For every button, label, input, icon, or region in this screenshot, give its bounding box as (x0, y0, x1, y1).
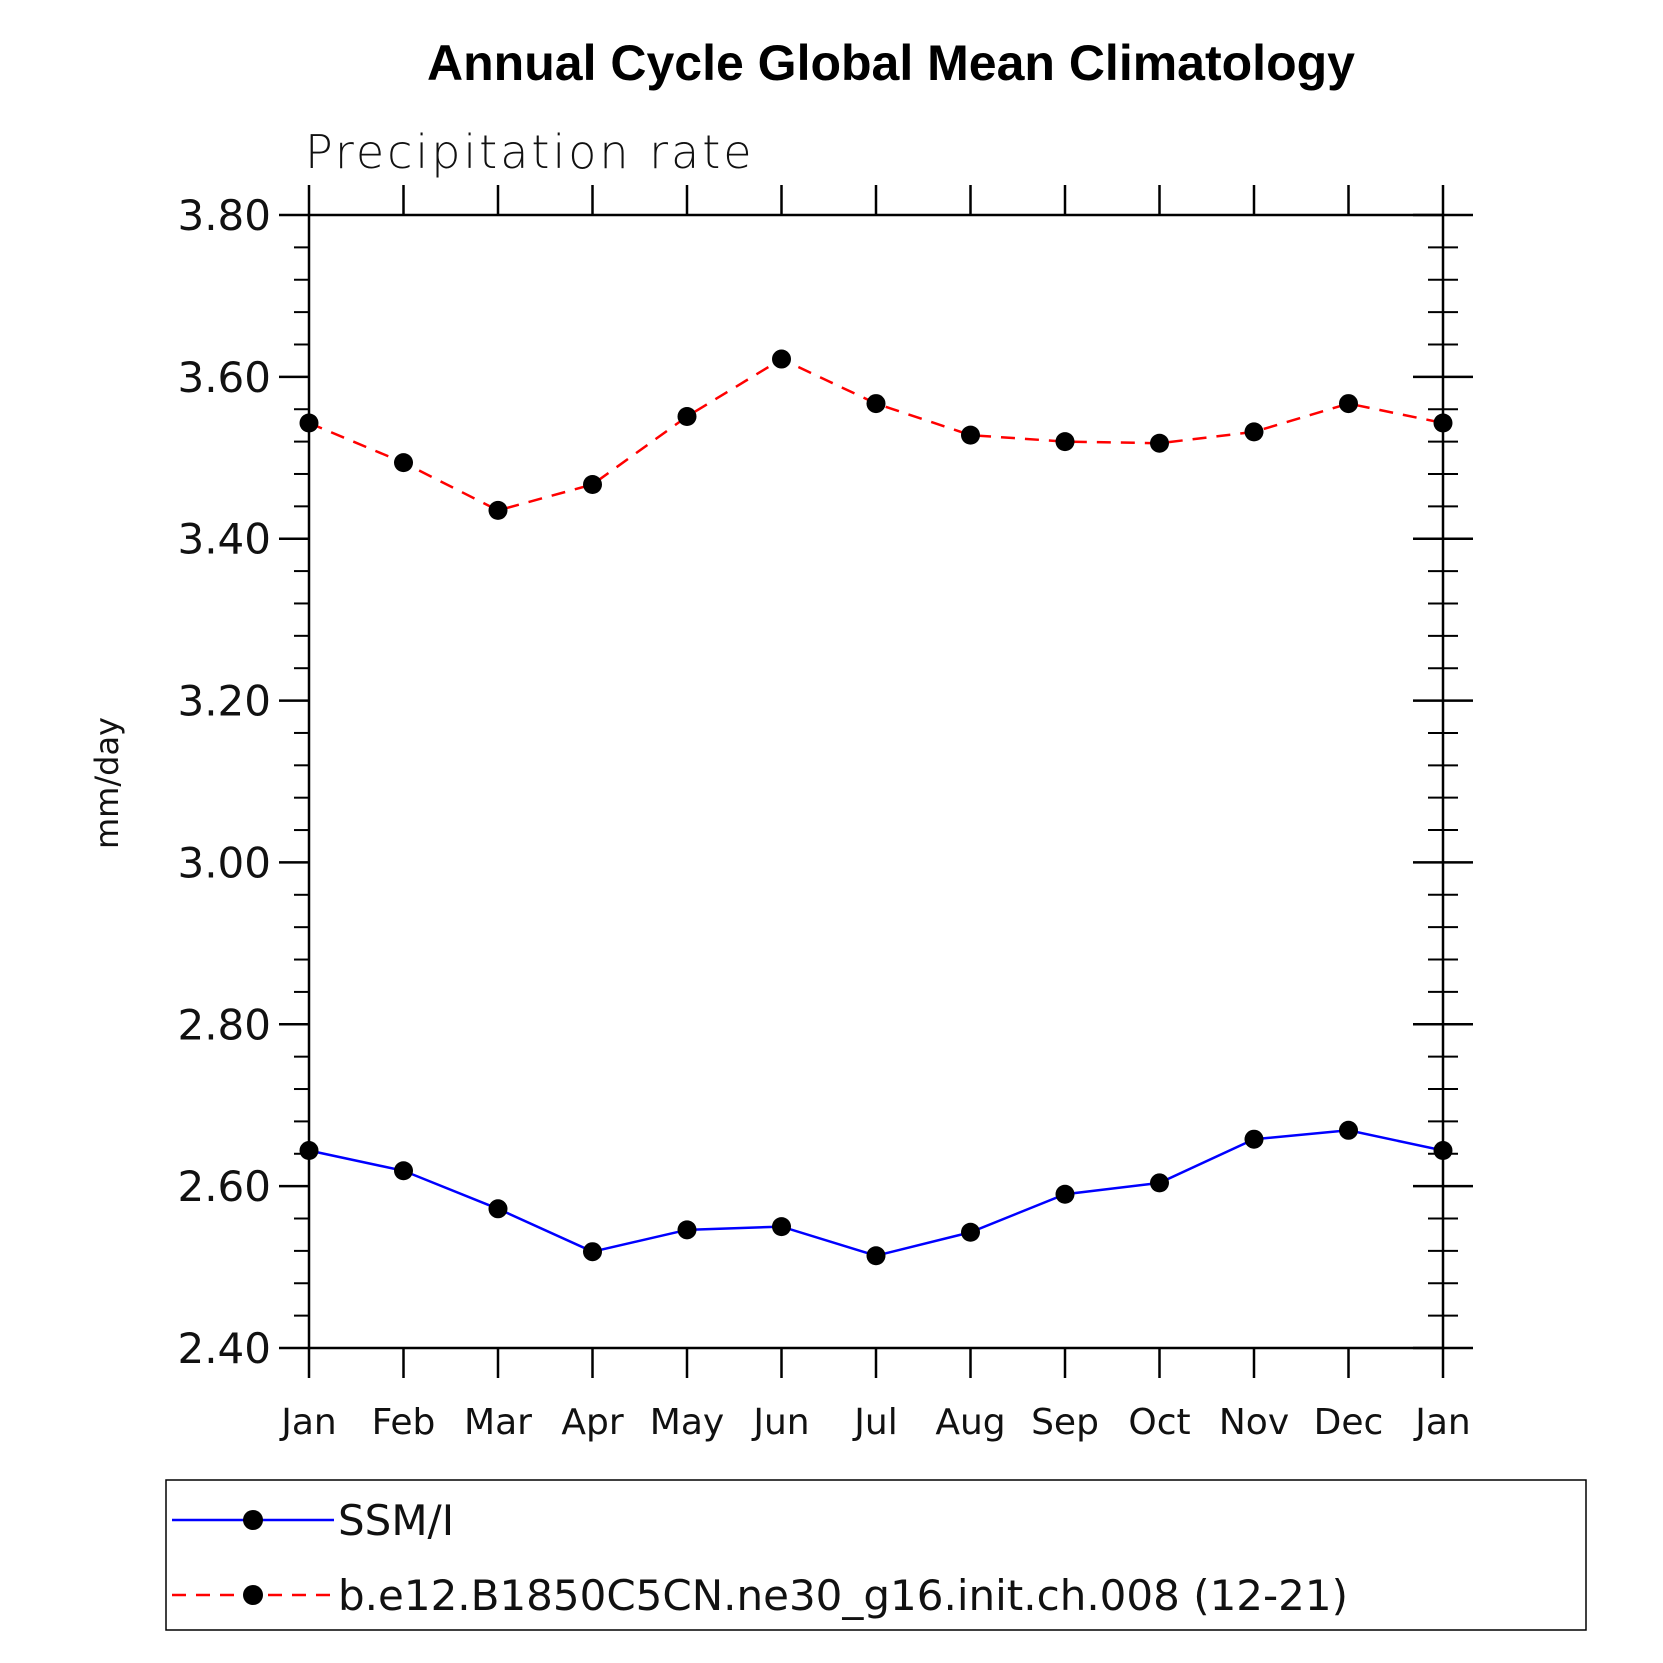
legend: SSM/I b.e12.B1850C5CN.ne30_g16.init.ch.00… (165, 1479, 1587, 1631)
data-point (1339, 1120, 1358, 1140)
data-point (1433, 1141, 1453, 1161)
data-point (394, 1161, 413, 1181)
data-point (583, 474, 602, 494)
legend-label: b.e12.B1850C5CN.ne30_g16.init.ch.008 (12… (338, 1571, 1348, 1620)
x-tick-label: Jun (751, 1402, 809, 1443)
data-point (961, 425, 980, 445)
data-point (1055, 1184, 1075, 1204)
x-tick-label: Dec (1314, 1402, 1384, 1443)
y-axis-label: mm/day (88, 717, 126, 849)
series-line-1 (308, 357, 1444, 512)
y-tick-label: 3.80 (177, 191, 271, 240)
data-point (1055, 432, 1075, 452)
chart-title: Annual Cycle Global Mean Climatology (427, 35, 1355, 91)
x-tick-label: Apr (561, 1402, 623, 1443)
data-point (394, 453, 413, 473)
legend-marker (243, 1510, 263, 1530)
plot-area: 2.40 2.60 2.80 3.00 3.20 3.40 3.60 3.80 Jan Feb Ma… (177, 185, 1473, 1443)
y-tick-label: 3.60 (177, 353, 271, 402)
y-tick-label: 2.60 (177, 1162, 271, 1211)
plot-frame (307, 213, 1445, 1350)
data-point (772, 1217, 791, 1237)
data-point (677, 1220, 697, 1240)
data-point (1244, 1129, 1264, 1149)
x-tick-label: Jan (279, 1402, 337, 1443)
data-point (583, 1242, 602, 1262)
legend-box (165, 1479, 1587, 1631)
x-tick-label: Mar (464, 1402, 532, 1443)
x-tick-label: Oct (1128, 1402, 1190, 1443)
data-point (299, 413, 319, 433)
series-line-0 (308, 1129, 1444, 1258)
data-point (772, 349, 791, 369)
data-point (1244, 422, 1264, 442)
y-tick-label: 3.00 (177, 838, 271, 887)
x-tick-label: Nov (1219, 1402, 1289, 1443)
data-point (1433, 413, 1453, 433)
x-tick-label: Jan (1413, 1402, 1471, 1443)
x-tick-label: Jul (852, 1402, 897, 1443)
y-tick-label: 2.40 (177, 1324, 271, 1373)
y-tick-label: 2.80 (177, 1000, 271, 1049)
data-point (488, 1199, 508, 1219)
x-tick-label: Sep (1031, 1402, 1099, 1443)
x-tick-label: Feb (372, 1402, 436, 1443)
data-point (1150, 433, 1169, 453)
data-point (1339, 394, 1358, 414)
data-point (1150, 1173, 1169, 1193)
chart-subtitle: Precipitation rate (305, 125, 755, 179)
y-tick-label: 3.40 (177, 515, 271, 564)
legend-label: SSM/I (338, 1496, 454, 1545)
x-tick-label: May (650, 1402, 724, 1443)
y-tick-label: 3.20 (177, 677, 271, 726)
data-point (866, 1246, 886, 1266)
data-point (677, 407, 697, 427)
legend-marker (243, 1585, 263, 1605)
x-tick-label: Aug (935, 1402, 1005, 1443)
data-point (299, 1141, 319, 1161)
data-point (961, 1222, 980, 1242)
data-point (488, 500, 508, 520)
data-point (866, 394, 886, 414)
